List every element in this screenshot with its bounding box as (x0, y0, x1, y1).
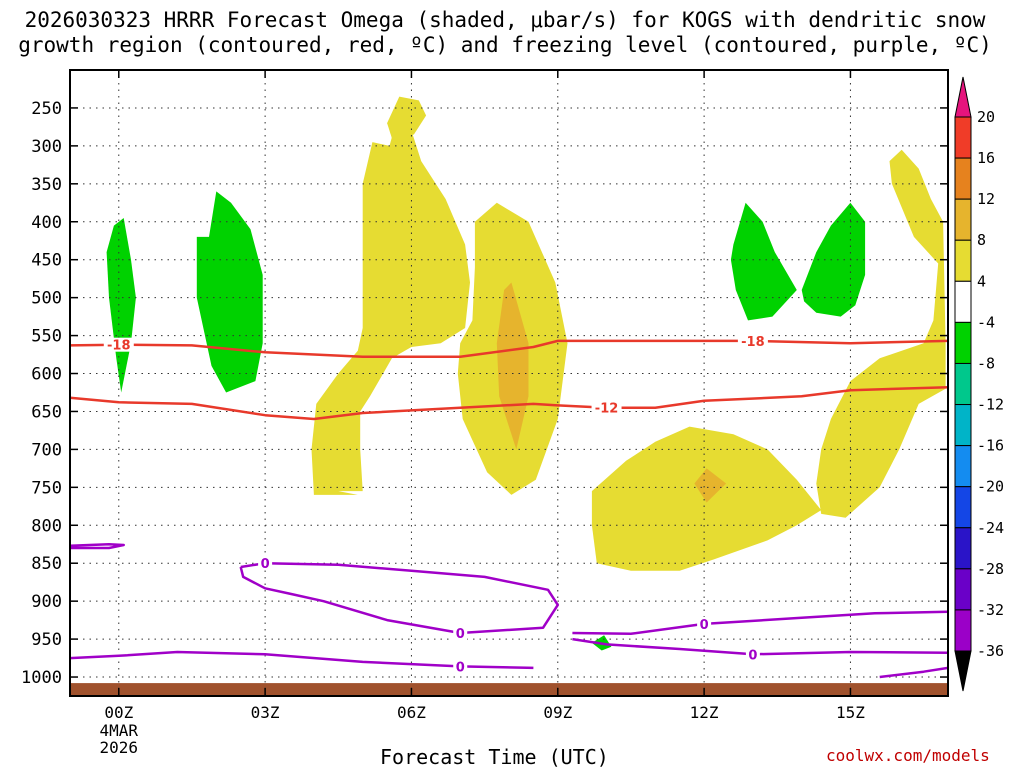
y-tick-label-800: 800 (31, 516, 62, 536)
x-tick-label-06Z: 06Z (397, 703, 426, 722)
contour-line-1 (69, 339, 949, 359)
contour-label-3-2: 0 (456, 627, 465, 642)
x-tick-label-03Z: 03Z (251, 703, 280, 722)
omega-region-3 (730, 202, 797, 321)
y-tick-label-450: 450 (31, 251, 62, 271)
colorbar-label--20: -20 (977, 478, 1004, 496)
colorbar-label-16: 16 (977, 149, 995, 167)
contour-label-2-1: -12 (595, 402, 619, 417)
colorbar-box-8 (954, 198, 972, 241)
contour-label-bg-6-1 (745, 647, 760, 662)
y-tick-label-600: 600 (31, 365, 62, 385)
contour-line-6 (572, 637, 949, 656)
colorbar-box--32 (954, 568, 972, 611)
contour-label-1-1: -18 (107, 339, 131, 354)
contour-line-8 (879, 666, 949, 679)
colorbar-box--12 (954, 362, 972, 406)
ground-fill (70, 683, 948, 696)
contour-line-5 (572, 610, 949, 636)
y-tick-label-1000: 1000 (21, 668, 62, 688)
omega-region-1 (106, 218, 136, 393)
x-tick-label-12Z: 12Z (690, 703, 719, 722)
y-tick-label-900: 900 (31, 592, 62, 612)
y-tick-label-400: 400 (31, 213, 62, 233)
colorbar-label--4: -4 (977, 313, 995, 331)
omega-region-7 (387, 96, 427, 139)
colorbar-label--36: -36 (977, 642, 1004, 660)
omega-region-6 (311, 115, 470, 495)
contour-label-bg-4-1 (453, 659, 468, 674)
y-tick-label-950: 950 (31, 630, 62, 650)
contour-line-7 (69, 542, 125, 550)
colorbar-box--8 (954, 321, 972, 364)
chart-title-line-1: 2026030323 HRRR Forecast Omega (shaded, … (24, 8, 986, 32)
colorbar-box--16 (954, 404, 972, 447)
omega-region-4 (801, 202, 866, 317)
colorbar-box--24 (954, 486, 972, 529)
colorbar-label-4: 4 (977, 272, 986, 290)
colorbar-label-12: 12 (977, 190, 995, 208)
y-tick-label-650: 650 (31, 402, 62, 422)
colorbar-label--16: -16 (977, 437, 1004, 455)
colorbar-label--24: -24 (977, 519, 1004, 537)
omega-region-12 (694, 468, 727, 503)
x-date-label-1: 4MAR (100, 721, 139, 740)
x-date-label-2: 2026 (100, 738, 139, 757)
x-axis-title: Forecast Time (UTC) (380, 745, 609, 769)
contour-label-3-1: 0 (261, 557, 270, 572)
contour-label-bg-1-2 (737, 333, 768, 348)
x-tick-label-09Z: 09Z (543, 703, 572, 722)
y-tick-label-300: 300 (31, 137, 62, 157)
colorbar-label--8: -8 (977, 354, 995, 372)
colorbar-label--28: -28 (977, 560, 1004, 578)
contour-label-bg-3-1 (258, 556, 273, 571)
colorbar-box--4 (954, 280, 972, 323)
colorbar-box--20 (954, 445, 972, 488)
y-tick-label-700: 700 (31, 440, 62, 460)
chart-title-line-2: growth region (contoured, red, ºC) and f… (18, 33, 992, 57)
plot-frame (69, 69, 949, 697)
contour-label-bg-1-1 (103, 337, 134, 352)
colorbar-box--36 (954, 609, 972, 652)
x-tick-label-15Z: 15Z (836, 703, 865, 722)
contour-label-bg-5-1 (697, 616, 712, 631)
contour-label-4-1: 0 (456, 660, 465, 675)
y-tick-label-750: 750 (31, 478, 62, 498)
omega-region-2 (196, 191, 263, 393)
omega-region-11 (496, 282, 529, 450)
y-tick-label-550: 550 (31, 327, 62, 347)
credit-text: coolwx.com/models (826, 746, 990, 765)
colorbar-box-12 (954, 157, 972, 200)
contour-line-2 (69, 385, 949, 421)
contour-label-bg-2-1 (591, 400, 622, 415)
y-tick-label-850: 850 (31, 554, 62, 574)
colorbar-max-triangle (954, 76, 972, 118)
contour-label-1-2: -18 (741, 335, 765, 350)
omega-region-10 (816, 149, 946, 518)
colorbar-label-8: 8 (977, 231, 986, 249)
colorbar-box--28 (954, 527, 972, 570)
colorbar-label--32: -32 (977, 601, 1004, 619)
x-tick-label-00Z: 00Z (104, 703, 133, 722)
contour-line-3 (239, 561, 560, 635)
colorbar-min-triangle (954, 650, 972, 692)
contour-label-5-1: 0 (700, 618, 709, 633)
colorbar-box-4 (954, 239, 972, 282)
colorbar-label-20: 20 (977, 108, 995, 126)
y-tick-label-350: 350 (31, 175, 62, 195)
colorbar-box-16 (954, 116, 972, 159)
y-tick-label-500: 500 (31, 289, 62, 309)
y-tick-label-250: 250 (31, 99, 62, 119)
contour-label-bg-3-2 (453, 626, 468, 641)
contour-label-6-1: 0 (748, 648, 757, 663)
colorbar-label--12: -12 (977, 396, 1004, 414)
